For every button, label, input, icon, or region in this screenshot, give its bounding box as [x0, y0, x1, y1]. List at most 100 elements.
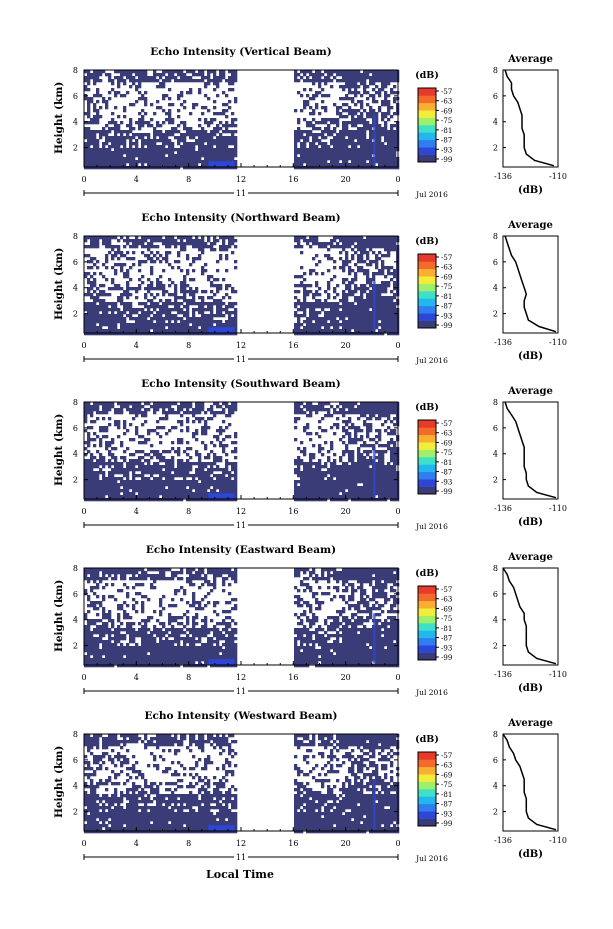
- echo-cell: [123, 293, 127, 297]
- echo-cell: [144, 326, 148, 330]
- echo-cell: [327, 450, 331, 454]
- colorbar-unit: (dB): [415, 236, 439, 247]
- echo-cell: [141, 163, 145, 167]
- echo-cell: [375, 127, 379, 131]
- echo-cell: [225, 498, 229, 502]
- echo-cell: [192, 257, 196, 261]
- echo-cell: [198, 462, 202, 466]
- echo-cell: [222, 474, 226, 478]
- echo-cell: [300, 236, 304, 240]
- echo-cell: [336, 480, 340, 484]
- echo-cell: [363, 91, 367, 95]
- echo-cell: [201, 139, 205, 143]
- echo-cell: [126, 257, 130, 261]
- echo-cell: [234, 130, 238, 134]
- echo-cell: [294, 311, 298, 315]
- echo-cell: [165, 411, 169, 415]
- echo-cell: [84, 157, 88, 161]
- echo-cell: [219, 148, 223, 152]
- echo-cell: [135, 121, 139, 125]
- echo-cell: [300, 166, 304, 170]
- echo-cell: [90, 281, 94, 285]
- echo-cell: [324, 408, 328, 412]
- echo-cell: [204, 130, 208, 134]
- echo-cell: [132, 495, 136, 499]
- echo-cell: [303, 477, 307, 481]
- echo-cell: [183, 148, 187, 152]
- echo-cell: [339, 311, 343, 315]
- echo-cell: [192, 311, 196, 315]
- echo-cell: [345, 127, 349, 131]
- echo-cell: [159, 314, 163, 318]
- echo-cell: [189, 492, 193, 496]
- echo-cell: [342, 465, 346, 469]
- echo-cell: [216, 456, 220, 460]
- echo-cell: [84, 314, 88, 318]
- echo-cell: [321, 163, 325, 167]
- echo-cell: [345, 296, 349, 300]
- echo-cell: [228, 314, 232, 318]
- echo-cell: [168, 236, 172, 240]
- echo-cell: [87, 486, 91, 490]
- echo-cell: [132, 76, 136, 80]
- echo-cell: [222, 139, 226, 143]
- echo-cell: [138, 329, 142, 333]
- echo-cell: [306, 154, 310, 158]
- echo-cell: [321, 88, 325, 92]
- echo-cell: [114, 76, 118, 80]
- echo-cell: [216, 127, 220, 131]
- echo-cell: [90, 414, 94, 418]
- echo-cell: [90, 326, 94, 330]
- echo-cell: [309, 323, 313, 327]
- echo-cell: [303, 480, 307, 484]
- echo-cell: [129, 145, 133, 149]
- echo-cell: [231, 290, 235, 294]
- echo-cell: [156, 420, 160, 424]
- echo-cell: [216, 145, 220, 149]
- echo-cell: [108, 471, 112, 475]
- echo-cell: [198, 453, 202, 457]
- echo-cell: [168, 263, 172, 267]
- echo-cell: [174, 471, 178, 475]
- echo-cell: [333, 468, 337, 472]
- strong-echo-column: [373, 115, 376, 166]
- echo-cell: [135, 474, 139, 478]
- echo-cell: [156, 450, 160, 454]
- echo-cell: [150, 471, 154, 475]
- echo-cell: [381, 296, 385, 300]
- echo-cell: [351, 236, 355, 240]
- echo-cell: [339, 106, 343, 110]
- echo-cell: [93, 160, 97, 164]
- echo-cell: [195, 242, 199, 246]
- echo-cell: [186, 411, 190, 415]
- echo-cell: [183, 236, 187, 240]
- echo-cell: [138, 242, 142, 246]
- echo-cell: [354, 245, 358, 249]
- echo-cell: [186, 474, 190, 478]
- echo-cell: [210, 489, 214, 493]
- date-label: Jul 2016: [415, 356, 448, 365]
- echo-cell: [174, 474, 178, 478]
- echo-cell: [147, 79, 151, 83]
- echo-cell: [144, 483, 148, 487]
- echo-cell: [144, 477, 148, 481]
- echo-cell: [120, 329, 124, 333]
- echo-cell: [306, 100, 310, 104]
- echo-cell: [87, 438, 91, 442]
- x-tick-label: 8: [186, 341, 191, 350]
- echo-cell: [339, 251, 343, 255]
- echo-cell: [333, 163, 337, 167]
- echo-cell: [204, 495, 208, 499]
- echo-cell: [138, 302, 142, 306]
- echo-cell: [204, 145, 208, 149]
- echo-cell: [165, 302, 169, 306]
- echo-cell: [315, 302, 319, 306]
- echo-cell: [348, 136, 352, 140]
- echo-cell: [132, 483, 136, 487]
- echo-cell: [138, 314, 142, 318]
- echo-cell: [393, 281, 397, 285]
- y-tick-label: 6: [73, 258, 78, 267]
- echo-cell: [204, 426, 208, 430]
- echo-cell: [183, 73, 187, 77]
